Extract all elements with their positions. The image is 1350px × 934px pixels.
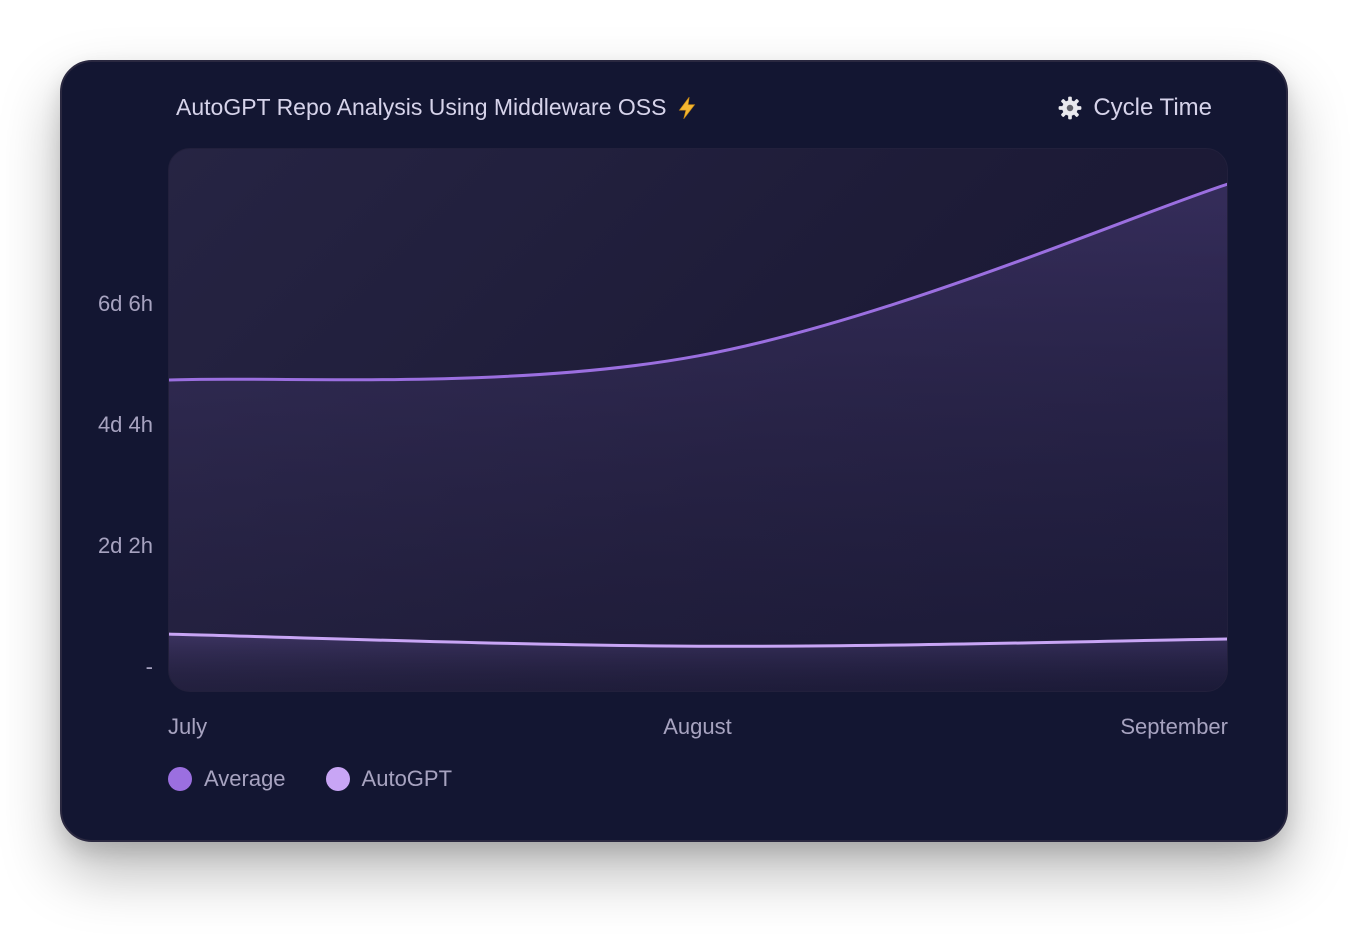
metric-label: Cycle Time	[1093, 94, 1212, 121]
y-tick-label: -	[145, 654, 153, 679]
x-tick-label: September	[1120, 714, 1228, 739]
x-tick-label: July	[168, 714, 208, 739]
legend: Average AutoGPT	[168, 766, 452, 792]
gear-icon	[1058, 96, 1082, 120]
y-tick-label: 4d 4h	[97, 412, 153, 437]
legend-swatch-average	[168, 767, 192, 791]
series-average-area	[169, 184, 1227, 691]
y-tick-label: 6d 6h	[97, 291, 153, 316]
chart-svg	[169, 182, 1228, 691]
chart-title-text: AutoGPT Repo Analysis Using Middleware O…	[176, 94, 667, 120]
series-autogpt-area	[169, 634, 1227, 691]
x-tick-label: August	[663, 714, 732, 739]
legend-label-autogpt: AutoGPT	[361, 766, 453, 791]
lightning-bolt-icon	[679, 96, 696, 119]
metric-selector[interactable]: Cycle Time	[1057, 94, 1212, 122]
chart-title: AutoGPT Repo Analysis Using Middleware O…	[176, 94, 700, 121]
legend-item-average[interactable]: Average	[168, 766, 286, 792]
legend-swatch-autogpt	[325, 767, 350, 791]
legend-label-average: Average	[204, 766, 286, 791]
plot-area	[168, 148, 1228, 692]
series-autogpt-line[interactable]	[169, 632, 1228, 648]
series-average-line[interactable]	[169, 182, 1228, 382]
legend-item-autogpt[interactable]: AutoGPT	[325, 766, 453, 792]
y-tick-label: 2d 2h	[97, 533, 153, 558]
